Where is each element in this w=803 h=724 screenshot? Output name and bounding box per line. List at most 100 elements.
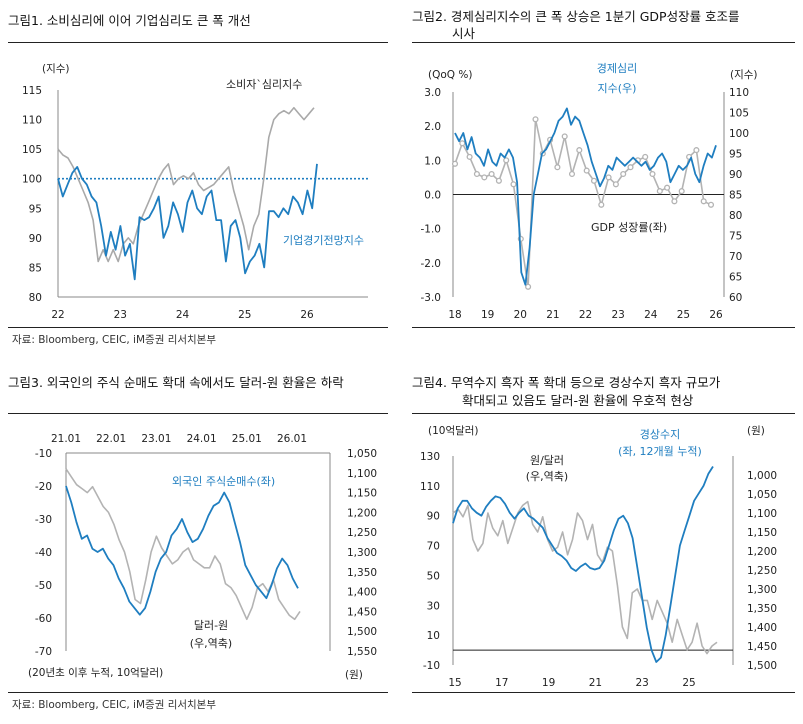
fig3-left-note: (20년초 이후 누적, 10억달러) [28, 667, 163, 679]
fig2-left-unit: (QoQ %) [428, 69, 472, 81]
fig2-right-tick-label: 85 [729, 190, 742, 202]
fig4-right-tick-label: 1,200 [747, 546, 777, 558]
fig2-gdp-point [671, 198, 678, 205]
fig3-x-tick-label: 25.01 [232, 433, 262, 445]
fig4-left-tick-label: -10 [423, 660, 440, 672]
fig2-title-rule [412, 42, 795, 43]
fig2-gdp-point [627, 164, 634, 171]
fig4-right-tick-label: 1,000 [747, 470, 777, 482]
fig2-right-tick-label: 95 [729, 149, 742, 161]
fig2-title-line2: 시사 [452, 26, 476, 41]
fig4-right-tick-label: 1,500 [747, 660, 777, 672]
fig2-right-tick-label: 75 [729, 231, 742, 243]
fig3-left-tick-label: -30 [35, 514, 52, 526]
fig4-left-tick-label: 10 [427, 630, 440, 642]
fig4-x-tick-label: 15 [448, 677, 461, 689]
fig3-source: 자료: Bloomberg, CEIC, iM증권 리서치본부 [12, 699, 216, 711]
fig4-legend-ca-line1: 경상수지 [640, 428, 680, 441]
fig2-gdp-point [605, 174, 612, 181]
fig3-legend-usd-line2: (우,역축) [190, 637, 232, 650]
fig4-x-tick-label: 25 [682, 677, 695, 689]
fig1-x-tick-label: 25 [238, 309, 251, 321]
fig4-title-line1: 그림4. 무역수지 흑자 폭 확대 등으로 경상수지 흑자 규모가 [412, 375, 721, 390]
fig4-left-tick-label: 50 [427, 570, 440, 582]
fig2-gdp-point [488, 170, 495, 178]
fig2-right-tick-label: 70 [729, 251, 742, 263]
fig4-bottom-rule [412, 692, 795, 693]
fig3-left-tick-label: -70 [35, 646, 52, 658]
fig2-legend-esi-line2: 지수(우) [598, 82, 637, 95]
fig4-x-tick-label: 17 [495, 677, 508, 689]
fig4-left-tick-label: 30 [427, 600, 440, 612]
fig3-right-tick-label: 1,150 [347, 488, 377, 500]
fig2-left-tick-label: -3.0 [421, 292, 442, 304]
fig4-right-tick-label: 1,100 [747, 508, 777, 520]
fig3-legend-usd-line1: 달러-원 [194, 619, 228, 632]
fig2-x-tick-label: 21 [546, 309, 559, 321]
fig3-legend-foreign: 외국인 주식순매수(좌) [172, 475, 275, 488]
fig2-right-tick-label: 80 [729, 210, 742, 222]
fig2-series-esi [454, 107, 717, 286]
fig3-right-tick-label: 1,400 [347, 587, 377, 599]
fig2-x-tick-label: 20 [514, 309, 527, 321]
fig3-x-tick-label: 21.01 [51, 433, 81, 445]
fig3-left-tick-label: -40 [35, 547, 52, 559]
fig2-left-tick-label: 3.0 [424, 87, 441, 99]
fig2-gdp-point [525, 283, 532, 290]
fig2-gdp-point [678, 188, 685, 195]
fig4-right-tick-label: 1,350 [747, 603, 777, 615]
fig1-series-business-outlook [57, 163, 318, 281]
fig4-series-krwusd [452, 500, 718, 655]
fig1-series-consumer-sentiment [57, 106, 315, 263]
fig3-left-tick-label: -60 [35, 613, 52, 625]
fig2-right-tick-label: 90 [729, 169, 742, 181]
fig2-gdp-point [459, 140, 466, 147]
fig2-gdp-point [700, 198, 707, 205]
fig4-right-tick-label: 1,150 [747, 527, 777, 539]
fig2-gdp-point [481, 174, 488, 181]
fig4-series-current-account [452, 466, 714, 663]
fig3-right-tick-label: 1,550 [347, 646, 377, 658]
fig4-right-tick-label: 1,050 [747, 489, 777, 501]
fig4-x-tick-label: 21 [589, 677, 602, 689]
fig2-gdp-point [598, 201, 605, 208]
fig1-y-tick-label: 90 [29, 233, 42, 245]
fig4-left-unit: (10억달러) [428, 425, 479, 437]
fig3-left-tick-label: -50 [35, 580, 52, 592]
fig2-x-tick-label: 18 [448, 309, 461, 321]
fig1-y-tick-label: 80 [29, 292, 42, 304]
fig2-title-line1: 그림2. 경제심리지수의 큰 폭 상승은 1분기 GDP성장률 호조를 [412, 9, 740, 24]
fig1-y-tick-label: 110 [22, 115, 42, 127]
fig3-right-unit: (원) [345, 669, 363, 681]
fig2-bottom-rule [412, 327, 795, 328]
fig1-y-tick-label: 105 [22, 144, 42, 156]
fig3-right-tick-label: 1,450 [347, 606, 377, 618]
fig3-right-tick-label: 1,350 [347, 567, 377, 579]
fig2-gdp-point [576, 147, 583, 154]
fig2-x-tick-label: 22 [579, 309, 592, 321]
fig2-gdp-point [656, 188, 663, 195]
fig1-legend-business: 기업경기전망지수 [283, 234, 364, 247]
fig3-right-tick-label: 1,050 [347, 448, 377, 460]
fig2-right-unit: (지수) [730, 69, 758, 81]
fig2-gdp-point [693, 147, 700, 154]
fig2-right-tick-label: 65 [729, 272, 742, 284]
fig1-y-tick-label: 100 [22, 174, 42, 186]
fig2-gdp-point [642, 153, 649, 160]
fig1-title: 그림1. 소비심리에 이어 기업심리도 큰 폭 개선 [8, 13, 251, 28]
fig2-x-tick-label: 25 [677, 309, 690, 321]
fig2-gdp-point [583, 167, 590, 174]
fig4-right-tick-label: 1,300 [747, 584, 777, 596]
fig2-right-tick-label: 110 [729, 87, 749, 99]
fig1-legend-consumer: 소비자`심리지수 [226, 78, 302, 91]
fig2-right-tick-label: 105 [729, 108, 749, 120]
fig1-title-rule [8, 42, 388, 43]
fig2-x-tick-label: 24 [644, 309, 658, 321]
fig1-y-tick-label: 85 [29, 262, 42, 274]
fig4-x-tick-label: 23 [636, 677, 649, 689]
fig4-legend-krw-line2: (우,역축) [526, 470, 568, 483]
fig4-right-unit: (원) [747, 425, 765, 437]
fig2-gdp-point [532, 116, 539, 123]
fig1-source: 자료: Bloomberg, CEIC, iM증권 리서치본부 [12, 334, 216, 346]
fig2-gdp-point [620, 170, 627, 178]
